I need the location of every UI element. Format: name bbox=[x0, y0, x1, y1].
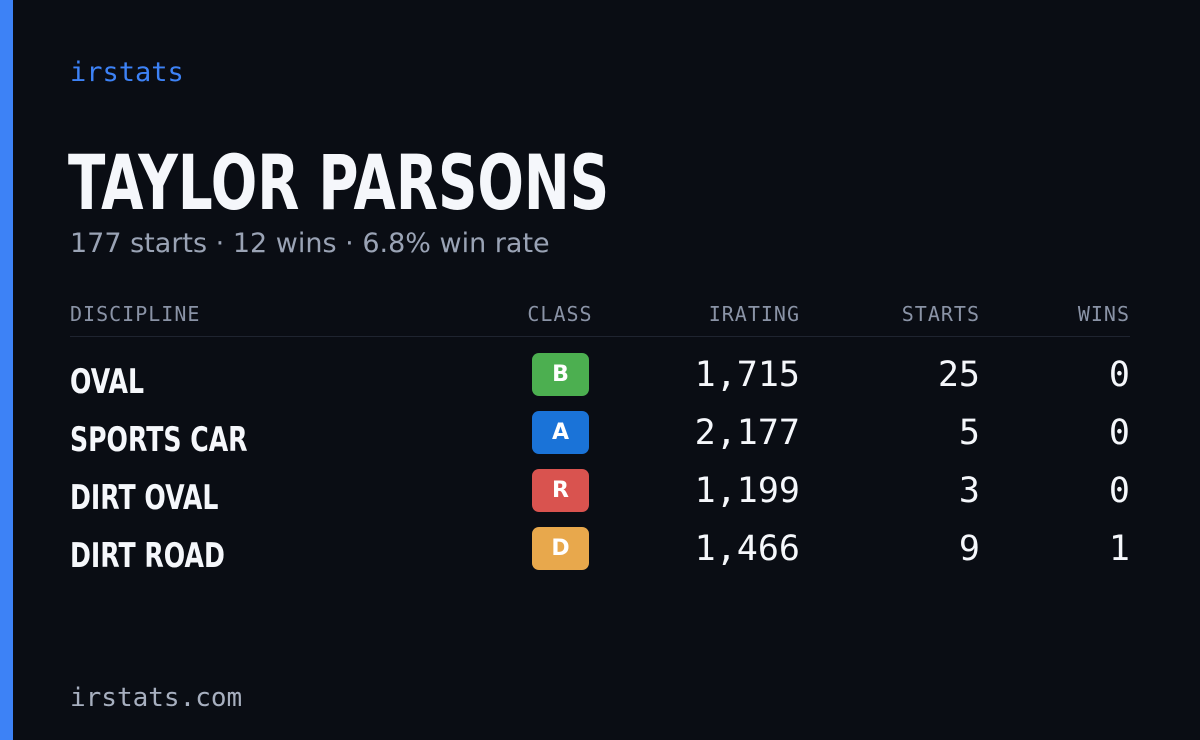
header-irating: IRATING bbox=[708, 302, 800, 326]
class-badge: R bbox=[532, 469, 589, 512]
table-row: DIRT ROAD D 1,466 9 1 bbox=[70, 525, 1130, 583]
irating-value: 1,466 bbox=[694, 529, 800, 569]
table-row: DIRT OVAL R 1,199 3 0 bbox=[70, 467, 1130, 525]
class-badge: B bbox=[532, 353, 589, 396]
wins-value: 0 bbox=[1108, 355, 1130, 395]
header-class: CLASS bbox=[527, 302, 593, 326]
discipline-name: OVAL bbox=[70, 362, 144, 402]
discipline-name: SPORTS CAR bbox=[70, 420, 248, 460]
irating-value: 2,177 bbox=[694, 413, 800, 453]
footer-domain-link[interactable]: irstats.com bbox=[70, 683, 243, 713]
irating-value: 1,199 bbox=[694, 471, 800, 511]
table-header: DISCIPLINE CLASS IRATING STARTS WINS bbox=[70, 298, 1130, 337]
class-badge: A bbox=[532, 411, 589, 454]
wins-value: 0 bbox=[1108, 471, 1130, 511]
brand-logo[interactable]: irstats bbox=[70, 57, 184, 88]
starts-value: 9 bbox=[958, 529, 980, 569]
player-name: TAYLOR PARSONS bbox=[68, 138, 610, 227]
starts-value: 3 bbox=[958, 471, 980, 511]
discipline-table: DISCIPLINE CLASS IRATING STARTS WINS OVA… bbox=[70, 298, 1130, 583]
wins-value: 0 bbox=[1108, 413, 1130, 453]
starts-value: 5 bbox=[958, 413, 980, 453]
table-body: OVAL B 1,715 25 0 SPORTS CAR A 2,177 5 0… bbox=[70, 337, 1130, 583]
discipline-name: DIRT ROAD bbox=[70, 536, 225, 576]
table-row: SPORTS CAR A 2,177 5 0 bbox=[70, 409, 1130, 467]
separator: · bbox=[215, 228, 225, 259]
class-badge: D bbox=[532, 527, 589, 570]
player-summary: 177 starts · 12 wins · 6.8% win rate bbox=[70, 226, 550, 262]
irating-value: 1,715 bbox=[694, 355, 800, 395]
header-starts: STARTS bbox=[901, 302, 980, 326]
starts-value: 25 bbox=[937, 355, 980, 395]
header-wins: WINS bbox=[1077, 302, 1130, 326]
discipline-name: DIRT OVAL bbox=[70, 478, 219, 518]
wins-count: 12 wins bbox=[232, 228, 337, 259]
wins-value: 1 bbox=[1108, 529, 1130, 569]
win-rate: 6.8% win rate bbox=[362, 228, 550, 259]
separator: · bbox=[345, 228, 354, 259]
accent-bar bbox=[0, 0, 13, 740]
table-row: OVAL B 1,715 25 0 bbox=[70, 351, 1130, 409]
header-discipline: DISCIPLINE bbox=[70, 302, 201, 326]
starts-count: 177 starts bbox=[70, 228, 208, 259]
